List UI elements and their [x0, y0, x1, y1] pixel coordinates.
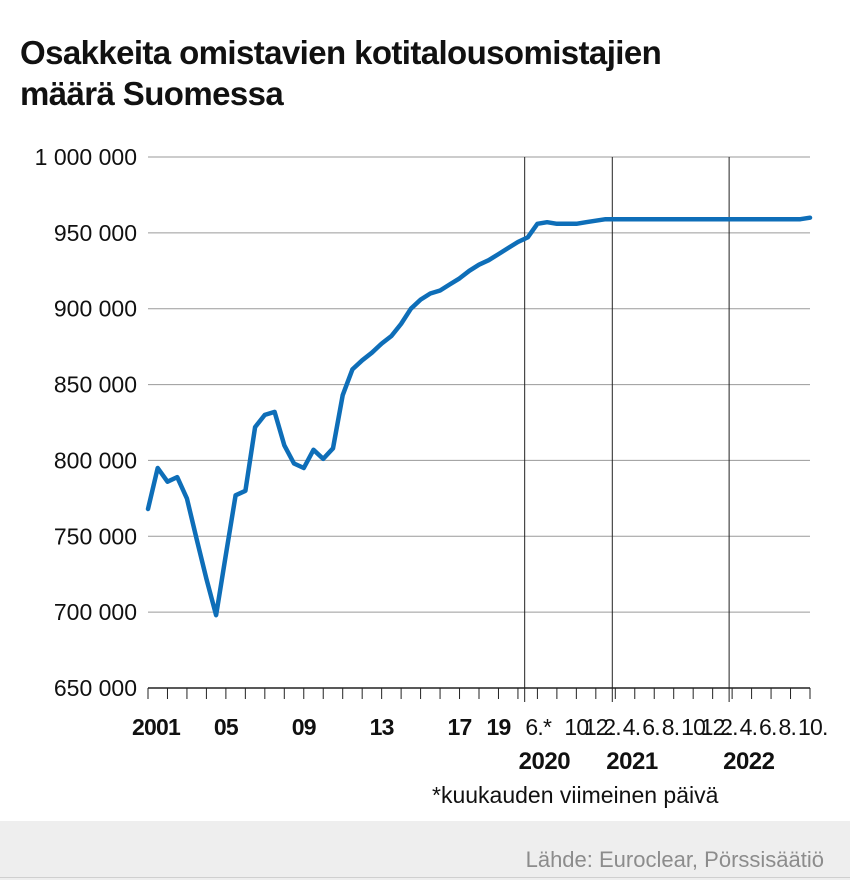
- series-line: [145, 215, 813, 618]
- chart-title-line-2: määrä Suomessa: [20, 75, 284, 112]
- x-tick-label: 10.: [564, 714, 594, 740]
- x-tick-label: 09: [292, 714, 316, 740]
- x-tick-label: 12.: [701, 714, 731, 740]
- x-tick-label: 12.: [584, 714, 614, 740]
- x-tick-label: 6.: [642, 714, 660, 740]
- line-chart: 650 000 700 000 750 000 800 000 850 000 900 0…: [35, 144, 829, 775]
- chart-title: Osakkeita omistavien kotitalousomistajie…: [20, 32, 820, 114]
- year-label: 2020: [519, 748, 571, 775]
- year-label: 2022: [723, 748, 775, 775]
- x-tick-label: 2001: [132, 714, 181, 740]
- x-tick-label: 8.: [662, 714, 680, 740]
- footer: Lähde: Euroclear, Pörssisäätiö: [0, 821, 850, 880]
- y-tick-label: 1 000 000: [35, 144, 137, 170]
- y-tick-label: 950 000: [54, 220, 137, 246]
- x-tick-label: 4.: [740, 714, 758, 740]
- x-tick-label: 4.: [623, 714, 641, 740]
- x-tick-label: 6.*: [525, 714, 552, 740]
- y-tick-label: 800 000: [54, 447, 137, 473]
- x-tick-label: 17: [448, 714, 472, 740]
- x-tick-label: 10.: [681, 714, 711, 740]
- chart-title-line-1: Osakkeita omistavien kotitalousomistajie…: [20, 34, 662, 71]
- x-tick-label: 2.: [603, 714, 621, 740]
- y-tick-label: 650 000: [54, 675, 137, 701]
- x-tick-label: 13: [370, 714, 394, 740]
- y-tick-label: 850 000: [54, 372, 137, 398]
- x-tick-label: 05: [214, 714, 239, 740]
- year-label: 2021: [606, 748, 658, 775]
- footnote: *kuukauden viimeinen päivä: [432, 782, 719, 808]
- x-tick-label: 19: [486, 714, 510, 740]
- source-text: Lähde: Euroclear, Pörssisäätiö: [525, 847, 824, 872]
- x-tick-label: 10.: [798, 714, 828, 740]
- footer-divider: [0, 877, 850, 878]
- x-tick-label: 2.: [720, 714, 738, 740]
- y-tick-label: 700 000: [54, 599, 137, 625]
- x-tick-label: 6.: [759, 714, 777, 740]
- x-tick-label: 8.: [779, 714, 797, 740]
- y-tick-label: 900 000: [54, 296, 137, 322]
- y-tick-label: 750 000: [54, 523, 137, 549]
